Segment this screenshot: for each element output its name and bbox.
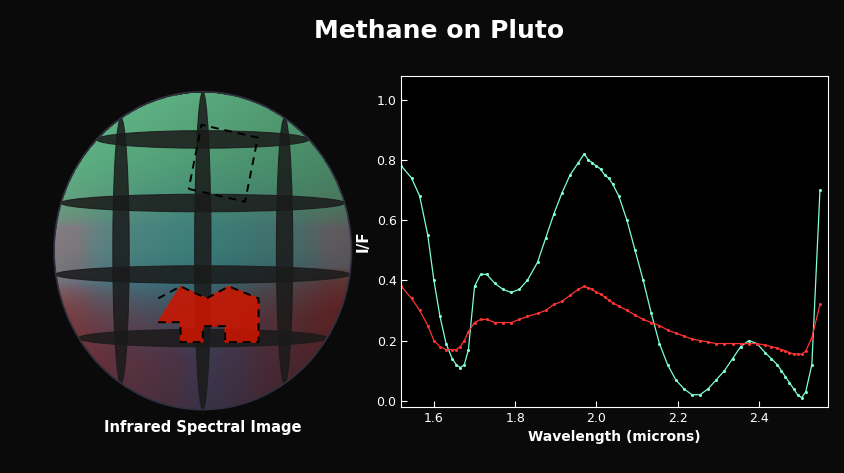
Ellipse shape xyxy=(61,194,344,212)
Polygon shape xyxy=(158,287,258,342)
X-axis label: Wavelength (microns): Wavelength (microns) xyxy=(528,430,701,444)
Ellipse shape xyxy=(194,92,211,410)
Y-axis label: I/F: I/F xyxy=(355,230,371,252)
Text: Infrared Spectral Image: Infrared Spectral Image xyxy=(104,420,301,435)
Text: Methane on Pluto: Methane on Pluto xyxy=(314,19,564,43)
Ellipse shape xyxy=(96,131,309,148)
Ellipse shape xyxy=(78,329,327,347)
Ellipse shape xyxy=(113,118,129,384)
Ellipse shape xyxy=(276,118,292,384)
Ellipse shape xyxy=(56,266,349,283)
